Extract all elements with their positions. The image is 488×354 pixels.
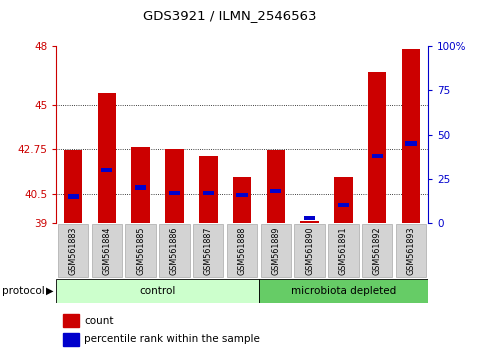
Text: control: control (139, 286, 175, 296)
Text: GSM561893: GSM561893 (406, 226, 415, 275)
Text: GSM561887: GSM561887 (203, 226, 212, 275)
FancyBboxPatch shape (56, 279, 259, 303)
Text: percentile rank within the sample: percentile rank within the sample (84, 335, 260, 344)
Text: GDS3921 / ILMN_2546563: GDS3921 / ILMN_2546563 (143, 9, 316, 22)
Text: GSM561889: GSM561889 (271, 226, 280, 275)
FancyBboxPatch shape (92, 224, 122, 277)
Bar (199, 156, 217, 223)
Bar (333, 177, 352, 223)
Text: GSM561890: GSM561890 (305, 226, 313, 275)
FancyBboxPatch shape (159, 224, 189, 277)
FancyBboxPatch shape (193, 224, 223, 277)
Text: GSM561886: GSM561886 (170, 226, 179, 275)
Bar (266, 150, 285, 223)
Bar (67, 194, 79, 199)
Bar (101, 168, 112, 172)
Bar (62, 314, 79, 327)
Bar (405, 141, 416, 145)
Bar (131, 147, 150, 223)
FancyBboxPatch shape (260, 224, 290, 277)
Text: GSM561883: GSM561883 (68, 226, 78, 275)
FancyBboxPatch shape (226, 224, 257, 277)
Bar (337, 203, 348, 207)
Text: GSM561888: GSM561888 (237, 226, 246, 275)
FancyBboxPatch shape (395, 224, 426, 277)
Text: GSM561892: GSM561892 (372, 226, 381, 275)
Bar (300, 221, 318, 223)
Bar (168, 191, 180, 195)
Bar (203, 191, 213, 195)
Bar (401, 49, 419, 223)
Text: ▶: ▶ (46, 286, 53, 296)
Bar (304, 216, 315, 220)
Text: protocol: protocol (2, 286, 45, 296)
FancyBboxPatch shape (294, 224, 324, 277)
Text: GSM561885: GSM561885 (136, 226, 145, 275)
Text: microbiota depleted: microbiota depleted (290, 286, 395, 296)
Text: GSM561884: GSM561884 (102, 226, 111, 275)
Bar (232, 177, 251, 223)
FancyBboxPatch shape (259, 279, 427, 303)
Bar (371, 154, 382, 158)
Bar (98, 93, 116, 223)
FancyBboxPatch shape (58, 224, 88, 277)
Bar (62, 333, 79, 346)
Bar (135, 185, 146, 190)
Text: count: count (84, 316, 114, 326)
Text: GSM561891: GSM561891 (338, 226, 347, 275)
Bar (165, 149, 183, 223)
Bar (236, 193, 247, 197)
FancyBboxPatch shape (125, 224, 156, 277)
FancyBboxPatch shape (327, 224, 358, 277)
FancyBboxPatch shape (361, 224, 391, 277)
Bar (367, 72, 386, 223)
Bar (64, 150, 82, 223)
Bar (270, 189, 281, 193)
